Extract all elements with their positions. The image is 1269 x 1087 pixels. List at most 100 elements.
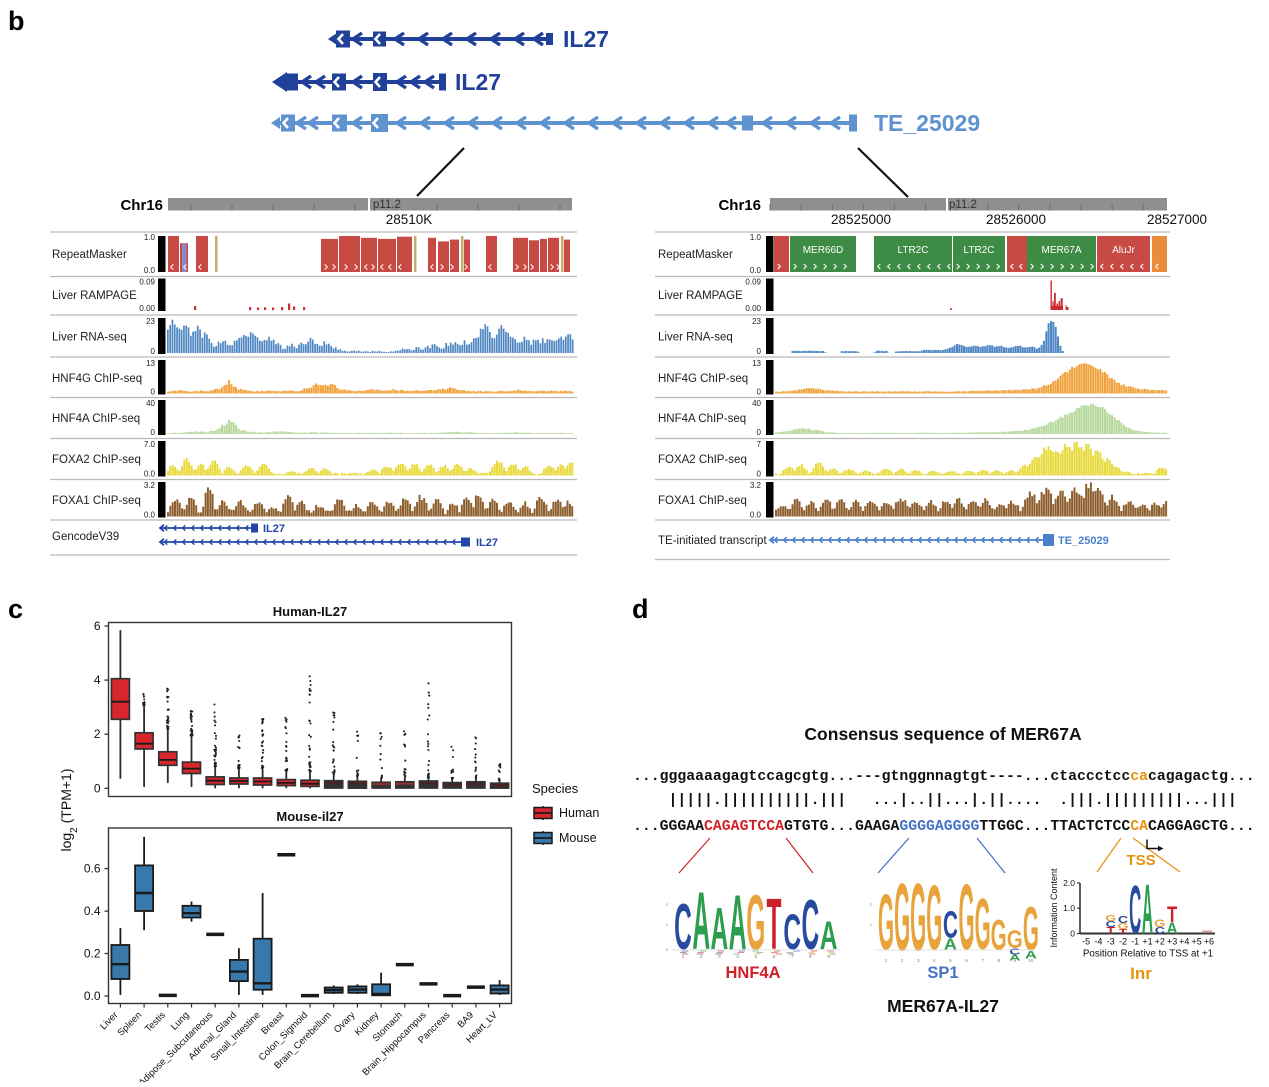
svg-text:2: 2 xyxy=(901,958,904,963)
svg-text:MER67A-IL27: MER67A-IL27 xyxy=(887,996,999,1016)
svg-text:G: G xyxy=(926,868,942,970)
svg-text:2: 2 xyxy=(700,954,703,959)
svg-text:A: A xyxy=(944,935,957,953)
svg-text:FOXA2 ChIP-seq: FOXA2 ChIP-seq xyxy=(52,454,141,466)
svg-text:-4: -4 xyxy=(1094,937,1102,947)
svg-text:8: 8 xyxy=(809,954,812,959)
svg-text:A: A xyxy=(711,895,729,962)
svg-text:Liver RAMPAGE: Liver RAMPAGE xyxy=(52,290,137,302)
svg-text:HNF4A ChIP-seq: HNF4A ChIP-seq xyxy=(658,413,746,425)
svg-text:Position Relative to TSS at +1: Position Relative to TSS at +1 xyxy=(1083,949,1213,960)
svg-text:0: 0 xyxy=(151,388,156,397)
svg-text:0: 0 xyxy=(151,347,156,356)
svg-text:TE_25029: TE_25029 xyxy=(1058,535,1109,547)
svg-text:Mouse-il27: Mouse-il27 xyxy=(276,809,343,824)
svg-text:-2: -2 xyxy=(1119,937,1127,947)
svg-text:23: 23 xyxy=(752,317,761,326)
svg-text:TE_25029: TE_25029 xyxy=(874,110,980,136)
svg-text:0.09: 0.09 xyxy=(745,278,761,287)
svg-text:TSS: TSS xyxy=(1126,852,1155,869)
svg-text:40: 40 xyxy=(146,399,155,408)
svg-text:LTR2C: LTR2C xyxy=(964,245,995,256)
svg-text:7: 7 xyxy=(791,954,794,959)
svg-text:0: 0 xyxy=(757,388,762,397)
svg-text:A: A xyxy=(729,880,747,966)
svg-text:1.0: 1.0 xyxy=(750,233,762,242)
svg-text:1.0: 1.0 xyxy=(144,233,156,242)
svg-text:RepeatMasker: RepeatMasker xyxy=(52,249,127,261)
svg-text:C: C xyxy=(943,903,958,947)
svg-text:p11.2: p11.2 xyxy=(949,199,977,211)
svg-text:3: 3 xyxy=(718,954,721,959)
svg-text:...GGGAACAGAGTCCAGTGTG...GAAGA: ...GGGAACAGAGTCCAGTGTG...GAAGAGGGGAGGGGT… xyxy=(633,819,1255,835)
svg-text:0.0: 0.0 xyxy=(750,511,762,520)
svg-text:IL27: IL27 xyxy=(563,26,609,52)
svg-text:0.6: 0.6 xyxy=(84,862,101,876)
svg-text:MER67A: MER67A xyxy=(1041,245,1081,256)
svg-text:A: A xyxy=(1025,949,1037,961)
svg-text:+4: +4 xyxy=(1179,937,1189,947)
svg-text:T: T xyxy=(1119,928,1128,935)
svg-text:7: 7 xyxy=(757,440,762,449)
svg-text:4: 4 xyxy=(94,673,101,687)
svg-text:0: 0 xyxy=(757,428,762,437)
svg-text:10: 10 xyxy=(1028,958,1034,963)
svg-text:FOXA1 ChIP-seq: FOXA1 ChIP-seq xyxy=(52,495,141,507)
svg-text:G: G xyxy=(1154,917,1165,930)
svg-text:RepeatMasker: RepeatMasker xyxy=(658,249,733,261)
svg-text:0: 0 xyxy=(757,347,762,356)
svg-text:G: G xyxy=(894,863,910,971)
svg-text:0: 0 xyxy=(666,947,669,952)
svg-text:AluJr: AluJr xyxy=(1112,245,1135,256)
svg-text:2.0: 2.0 xyxy=(1063,878,1075,888)
svg-text:G: G xyxy=(910,863,926,971)
svg-text:TE-initiated transcript: TE-initiated transcript xyxy=(658,535,767,547)
svg-text:Liver RNA-seq: Liver RNA-seq xyxy=(52,332,127,344)
svg-text:Chr16: Chr16 xyxy=(120,197,163,214)
svg-text:+5: +5 xyxy=(1191,937,1201,947)
svg-text:T: T xyxy=(767,885,782,965)
svg-text:G: G xyxy=(1007,925,1023,953)
svg-text:0.00: 0.00 xyxy=(745,304,761,313)
svg-text:IL27: IL27 xyxy=(476,537,498,549)
svg-text:0.0: 0.0 xyxy=(144,511,156,520)
svg-text:9: 9 xyxy=(1014,958,1017,963)
svg-text:C: C xyxy=(802,886,820,965)
svg-text:+2: +2 xyxy=(1155,937,1165,947)
svg-text:G: G xyxy=(958,866,974,970)
svg-text:LTR2C: LTR2C xyxy=(898,245,929,256)
svg-text:0: 0 xyxy=(757,470,762,479)
svg-text:0.0: 0.0 xyxy=(750,266,762,275)
svg-text:G: G xyxy=(878,879,894,967)
svg-text:SP1: SP1 xyxy=(927,964,958,982)
svg-text:+1: +1 xyxy=(1142,937,1152,947)
svg-text:C: C xyxy=(674,891,692,964)
svg-text:Human: Human xyxy=(559,806,599,820)
svg-text:A: A xyxy=(692,874,710,966)
svg-text:0.00: 0.00 xyxy=(139,304,155,313)
svg-text:13: 13 xyxy=(146,359,155,368)
svg-text:HNF4G ChIP-seq: HNF4G ChIP-seq xyxy=(52,373,142,385)
svg-text:GencodeV39: GencodeV39 xyxy=(52,531,119,543)
svg-text:G: G xyxy=(1105,914,1116,923)
svg-text:3.2: 3.2 xyxy=(144,481,156,490)
svg-text:0.2: 0.2 xyxy=(84,947,101,961)
svg-text:G: G xyxy=(975,885,991,965)
svg-text:+3: +3 xyxy=(1167,937,1177,947)
svg-text:C: C xyxy=(1106,920,1117,929)
svg-text:c: c xyxy=(8,594,23,624)
svg-text:3: 3 xyxy=(917,958,920,963)
svg-text:0: 0 xyxy=(1070,929,1075,939)
svg-text:28526000: 28526000 xyxy=(986,212,1046,227)
svg-text:1: 1 xyxy=(666,922,669,927)
svg-text:d: d xyxy=(632,594,649,624)
svg-text:1: 1 xyxy=(885,958,888,963)
svg-text:C: C xyxy=(783,905,801,961)
svg-text:9: 9 xyxy=(827,954,830,959)
svg-text:8: 8 xyxy=(997,958,1000,963)
svg-text:IL27: IL27 xyxy=(263,523,285,535)
svg-text:Chr16: Chr16 xyxy=(718,197,761,214)
svg-text:1: 1 xyxy=(870,922,873,927)
svg-text:0.09: 0.09 xyxy=(139,278,155,287)
svg-text:6: 6 xyxy=(773,954,776,959)
